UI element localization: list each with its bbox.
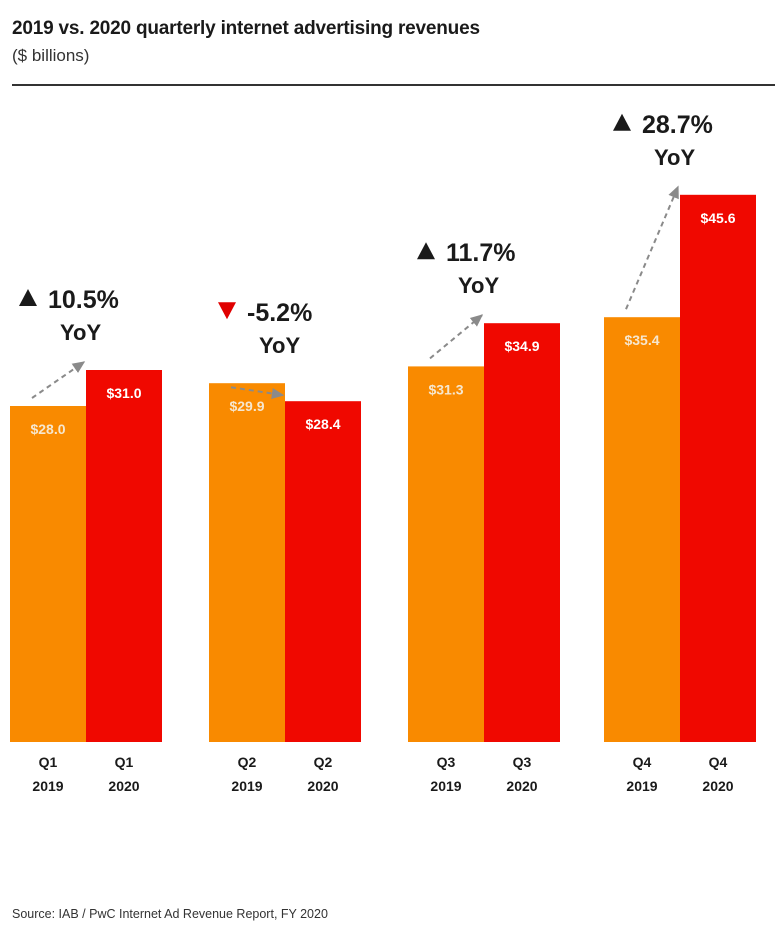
trend-arrow-q3 (429, 314, 484, 360)
tick-label-year-2019-q1: 2019 (32, 778, 63, 794)
yoy-percent-q1: 10.5% (48, 286, 119, 314)
bar-2019-q3 (408, 366, 484, 742)
bar-2020-q2 (285, 401, 361, 742)
tick-label-quarter-2019-q3: Q3 (437, 754, 456, 770)
bar-2019-q4 (604, 317, 680, 742)
tick-label-quarter-2020-q4: Q4 (709, 754, 728, 770)
title-divider (12, 84, 775, 86)
trend-arrow-q4 (625, 185, 679, 310)
bar-2020-q4 (680, 194, 756, 743)
tick-label-quarter-2019-q1: Q1 (39, 754, 58, 770)
tick-label-year-2020-q3: 2020 (506, 778, 537, 794)
tick-label-year-2019-q2: 2019 (231, 778, 262, 794)
down-triangle-icon (218, 302, 236, 320)
value-label-2020-q1: $31.0 (106, 385, 141, 401)
value-label-2020-q3: $34.9 (504, 338, 539, 354)
up-triangle-icon (613, 113, 631, 131)
chart-title: 2019 vs. 2020 quarterly internet adverti… (12, 18, 480, 39)
bar-2020-q3 (484, 323, 560, 742)
value-label-2019-q1: $28.0 (30, 421, 65, 437)
trend-arrow-q1 (31, 361, 86, 399)
yoy-label-q4: YoY (654, 145, 695, 170)
tick-label-quarter-2020-q2: Q2 (314, 754, 333, 770)
value-label-2019-q2: $29.9 (229, 398, 264, 414)
yoy-label-q2: YoY (259, 333, 300, 358)
bar-2019-q2 (209, 383, 285, 742)
up-triangle-icon (19, 289, 37, 306)
yoy-label-q3: YoY (458, 273, 499, 298)
source-note: Source: IAB / PwC Internet Ad Revenue Re… (12, 907, 328, 921)
yoy-label-q1: YoY (60, 320, 101, 345)
value-label-2020-q4: $45.6 (700, 210, 735, 226)
bar-2019-q1 (10, 406, 86, 742)
yoy-percent-q4: 28.7% (642, 111, 713, 139)
tick-label-quarter-2019-q4: Q4 (633, 754, 652, 770)
bar-2020-q1 (86, 370, 162, 742)
tick-label-quarter-2019-q2: Q2 (238, 754, 257, 770)
tick-label-year-2019-q4: 2019 (626, 778, 657, 794)
value-label-2020-q2: $28.4 (305, 416, 340, 432)
tick-label-quarter-2020-q1: Q1 (115, 754, 134, 770)
value-label-2019-q3: $31.3 (428, 381, 463, 397)
value-label-2019-q4: $35.4 (624, 332, 659, 348)
tick-label-year-2020-q1: 2020 (108, 778, 139, 794)
tick-label-quarter-2020-q3: Q3 (513, 754, 532, 770)
tick-label-year-2020-q2: 2020 (307, 778, 338, 794)
chart-subtitle: ($ billions) (12, 46, 90, 65)
yoy-percent-q3: 11.7% (446, 239, 516, 267)
up-triangle-icon (417, 242, 435, 260)
yoy-percent-q2: -5.2% (247, 299, 312, 327)
tick-label-year-2020-q4: 2020 (702, 778, 733, 794)
tick-label-year-2019-q3: 2019 (430, 778, 461, 794)
